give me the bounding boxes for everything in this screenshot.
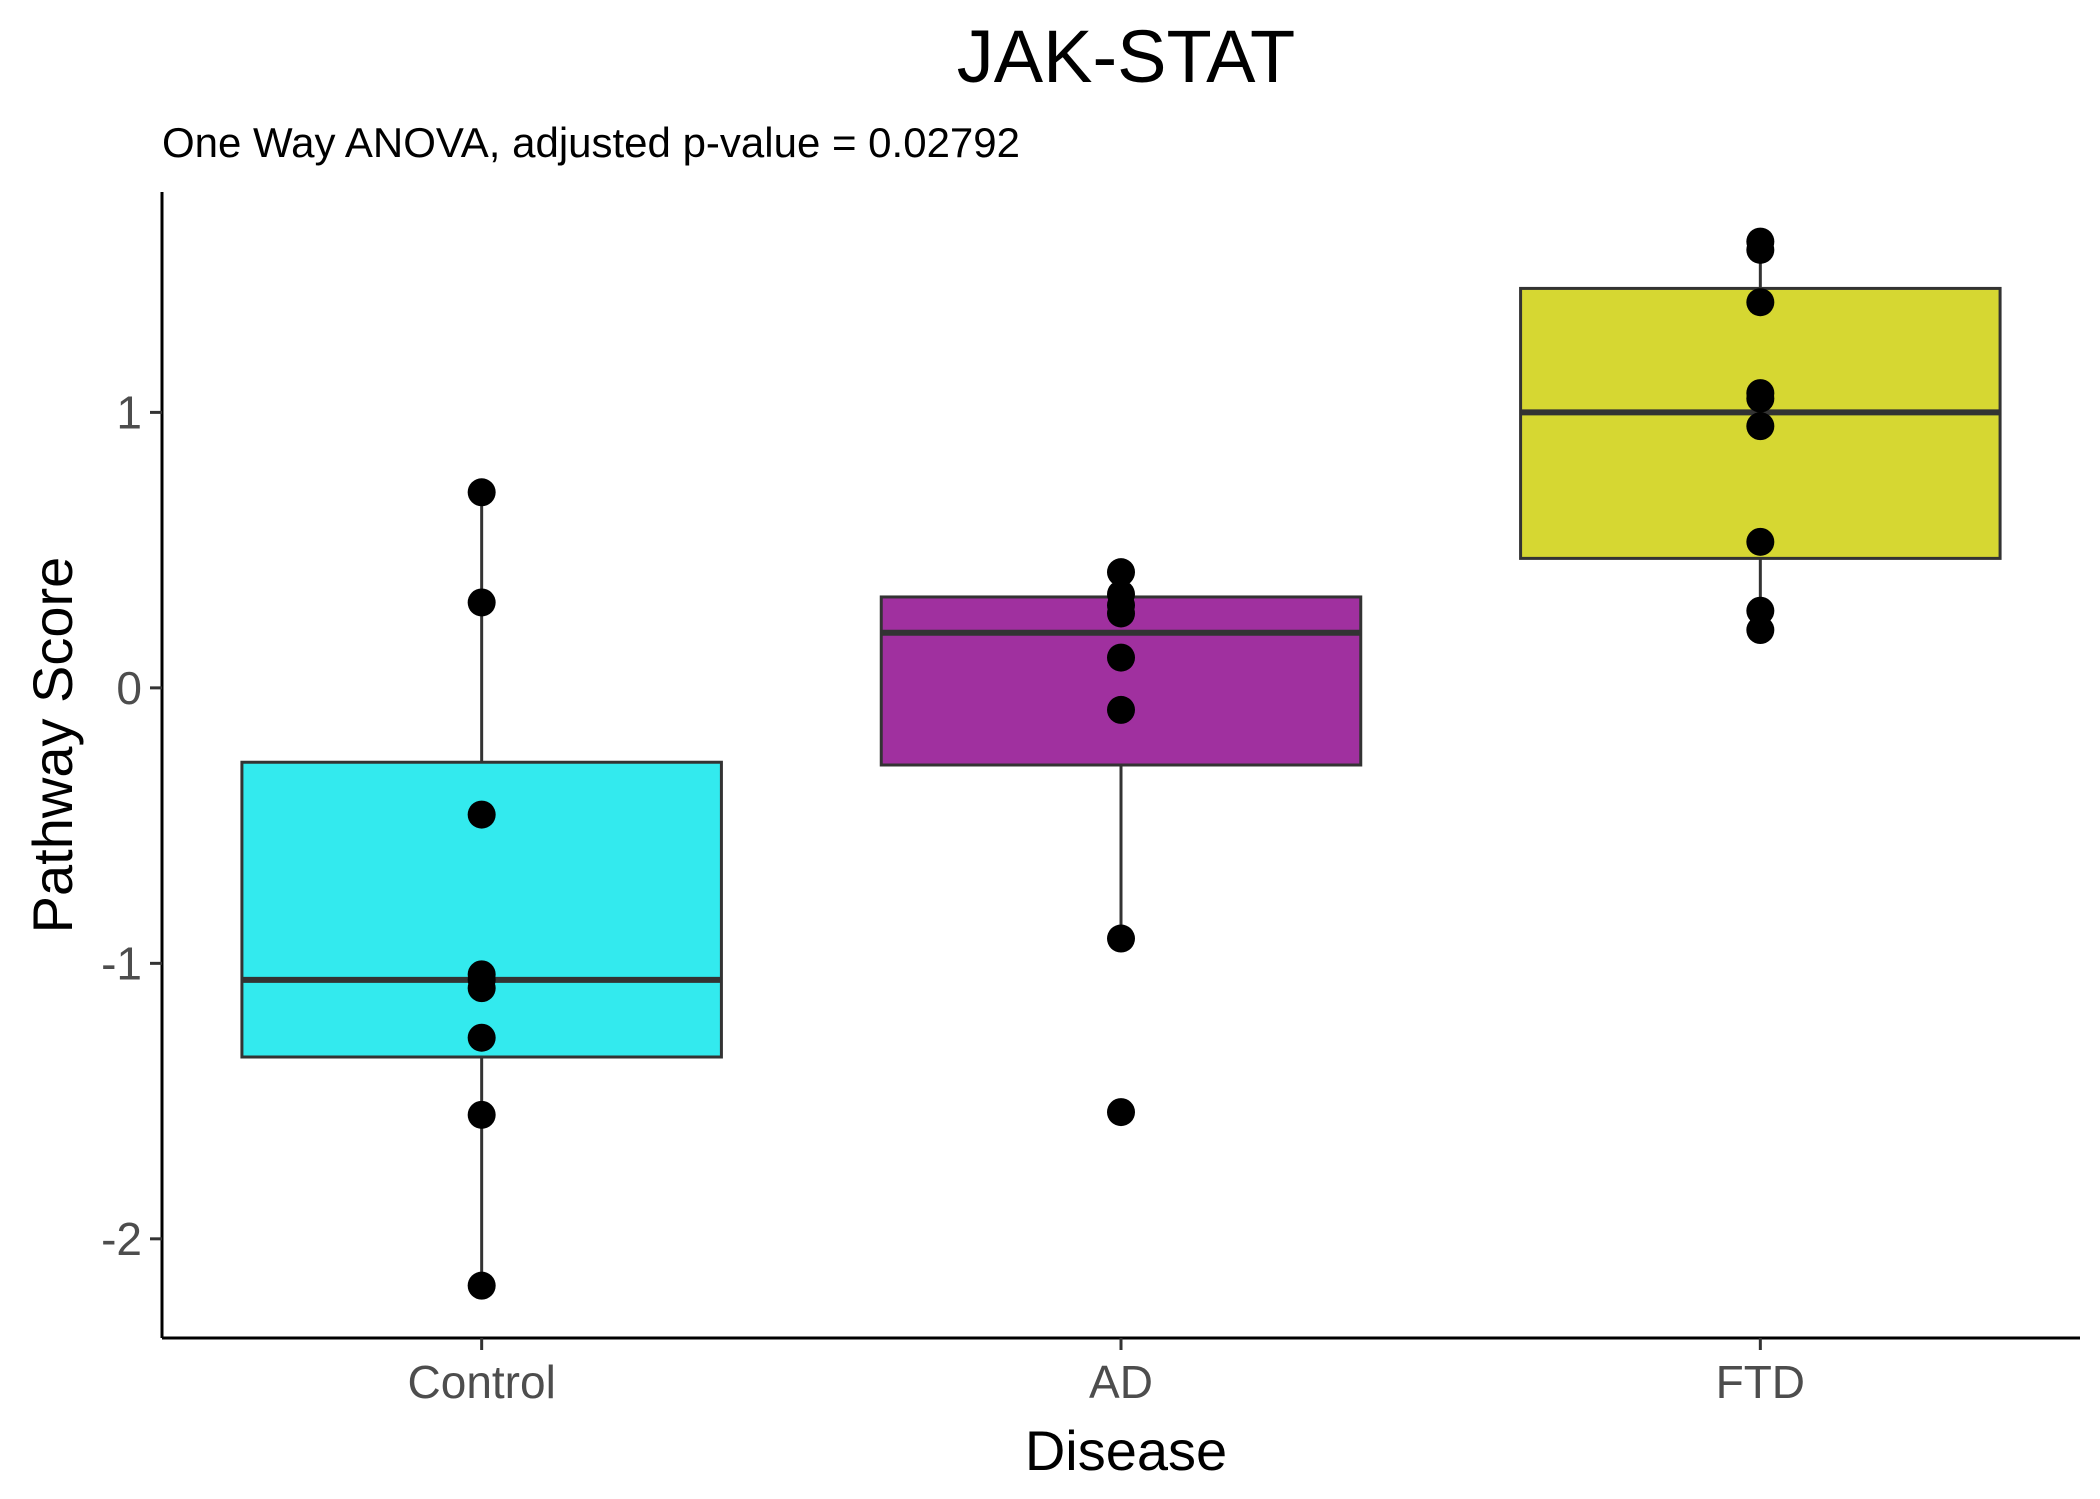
data-point — [1107, 1098, 1135, 1127]
y-tick-label: 0 — [116, 662, 142, 714]
x-tick-label: AD — [1089, 1356, 1153, 1408]
data-point — [1746, 235, 1775, 264]
data-point — [467, 478, 496, 507]
plot-area: -2 -1 0 1 Control AD FTD — [101, 192, 2080, 1408]
data-point — [1107, 558, 1135, 587]
data-point — [467, 1023, 496, 1052]
x-tick-label: FTD — [1716, 1356, 1805, 1408]
chart-subtitle: One Way ANOVA, adjusted p-value = 0.0279… — [162, 119, 1020, 166]
data-point — [1746, 288, 1775, 317]
data-point — [1107, 599, 1135, 628]
data-point — [1746, 384, 1775, 413]
x-axis-title: Disease — [1025, 1419, 1227, 1482]
data-point — [1107, 695, 1135, 724]
data-point — [1746, 596, 1775, 625]
data-point — [1746, 412, 1775, 441]
data-point — [467, 588, 496, 617]
data-point — [1107, 643, 1135, 672]
data-point — [1107, 924, 1135, 953]
chart-title: JAK-STAT — [957, 15, 1296, 98]
y-tick-label: -2 — [101, 1213, 142, 1265]
y-tick-label: 1 — [116, 386, 142, 438]
data-point — [467, 800, 496, 829]
data-point — [1746, 527, 1775, 556]
y-axis-title: Pathway Score — [21, 557, 84, 934]
x-tick-label: Control — [408, 1356, 556, 1408]
data-point — [1746, 616, 1775, 645]
data-point — [467, 974, 496, 1003]
y-tick-label: -1 — [101, 937, 142, 989]
data-point — [467, 1100, 496, 1129]
data-point — [467, 1271, 496, 1300]
